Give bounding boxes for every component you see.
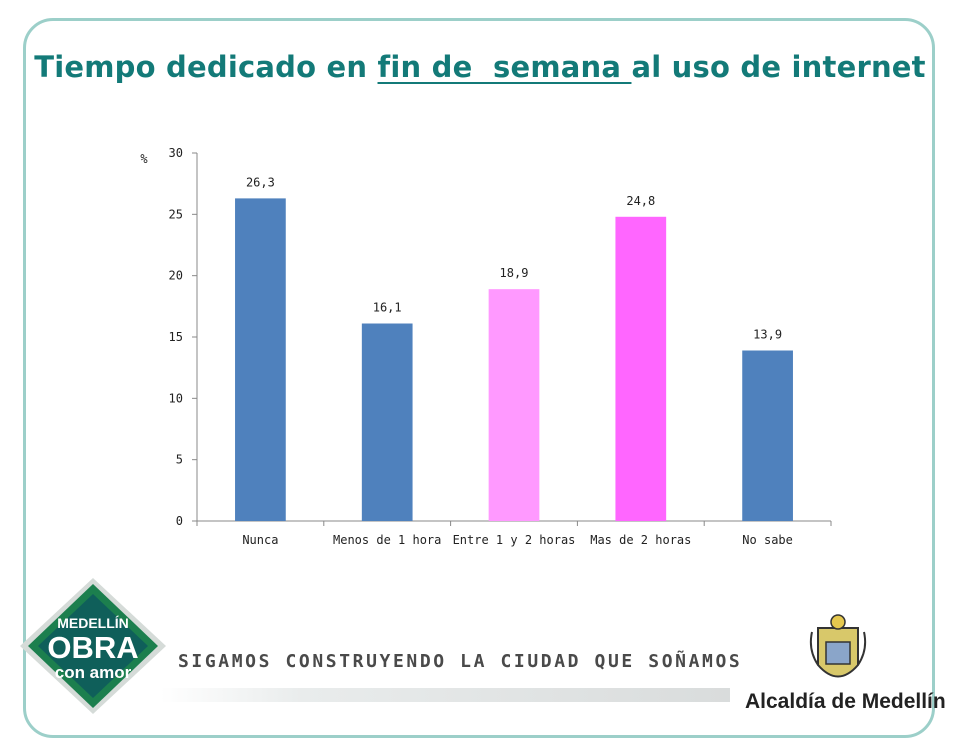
bar bbox=[615, 216, 667, 521]
y-axis-label: % bbox=[140, 152, 148, 166]
y-tick-label: 30 bbox=[169, 146, 183, 160]
bar bbox=[361, 323, 413, 521]
data-label: 26,3 bbox=[246, 175, 275, 189]
bar bbox=[235, 198, 286, 522]
page-title: Tiempo dedicado en fin de semana al uso … bbox=[0, 50, 960, 84]
y-tick-label: 10 bbox=[169, 391, 183, 405]
logo-text-medellin: MEDELLÍN bbox=[57, 615, 129, 631]
logo-text-obra: OBRA bbox=[47, 630, 138, 665]
x-tick-label: Mas de 2 horas bbox=[590, 533, 691, 547]
data-label: 13,9 bbox=[753, 327, 782, 341]
x-tick-label: Entre 1 y 2 horas bbox=[453, 533, 576, 547]
footer-slogan: SIGAMOS CONSTRUYENDO LA CIUDAD QUE SOÑAM… bbox=[178, 651, 743, 672]
data-label: 16,1 bbox=[373, 301, 402, 315]
title-part-1: Tiempo dedicado en bbox=[34, 50, 378, 84]
y-tick-label: 5 bbox=[176, 453, 183, 467]
bar bbox=[742, 350, 793, 521]
data-label: 24,8 bbox=[626, 194, 655, 208]
org-name: Alcaldía de Medellín bbox=[745, 690, 946, 713]
y-tick-label: 15 bbox=[169, 330, 183, 344]
bar-chart: % 0 5 10 15 20 25 30 26,3 Nunca 16,1 Menos de 1 hor… bbox=[140, 146, 832, 547]
title-underlined: fin de semana bbox=[377, 50, 632, 84]
logo-text-con-amor: con amor bbox=[55, 663, 132, 682]
coat-of-arms-icon bbox=[809, 614, 867, 678]
data-label: 18,9 bbox=[500, 266, 529, 280]
footer-bar bbox=[160, 688, 730, 702]
x-tick-label: Menos de 1 hora bbox=[333, 533, 441, 547]
x-tick-label: Nunca bbox=[242, 533, 278, 547]
y-tick-label: 25 bbox=[169, 207, 183, 221]
x-tick-label: No sabe bbox=[742, 533, 793, 547]
y-tick-label: 20 bbox=[169, 269, 183, 283]
medellin-logo-icon: MEDELLÍN OBRA con amor bbox=[20, 578, 166, 714]
bar bbox=[488, 289, 540, 521]
y-tick-label: 0 bbox=[176, 514, 183, 528]
title-part-2: al uso de internet bbox=[631, 50, 926, 84]
